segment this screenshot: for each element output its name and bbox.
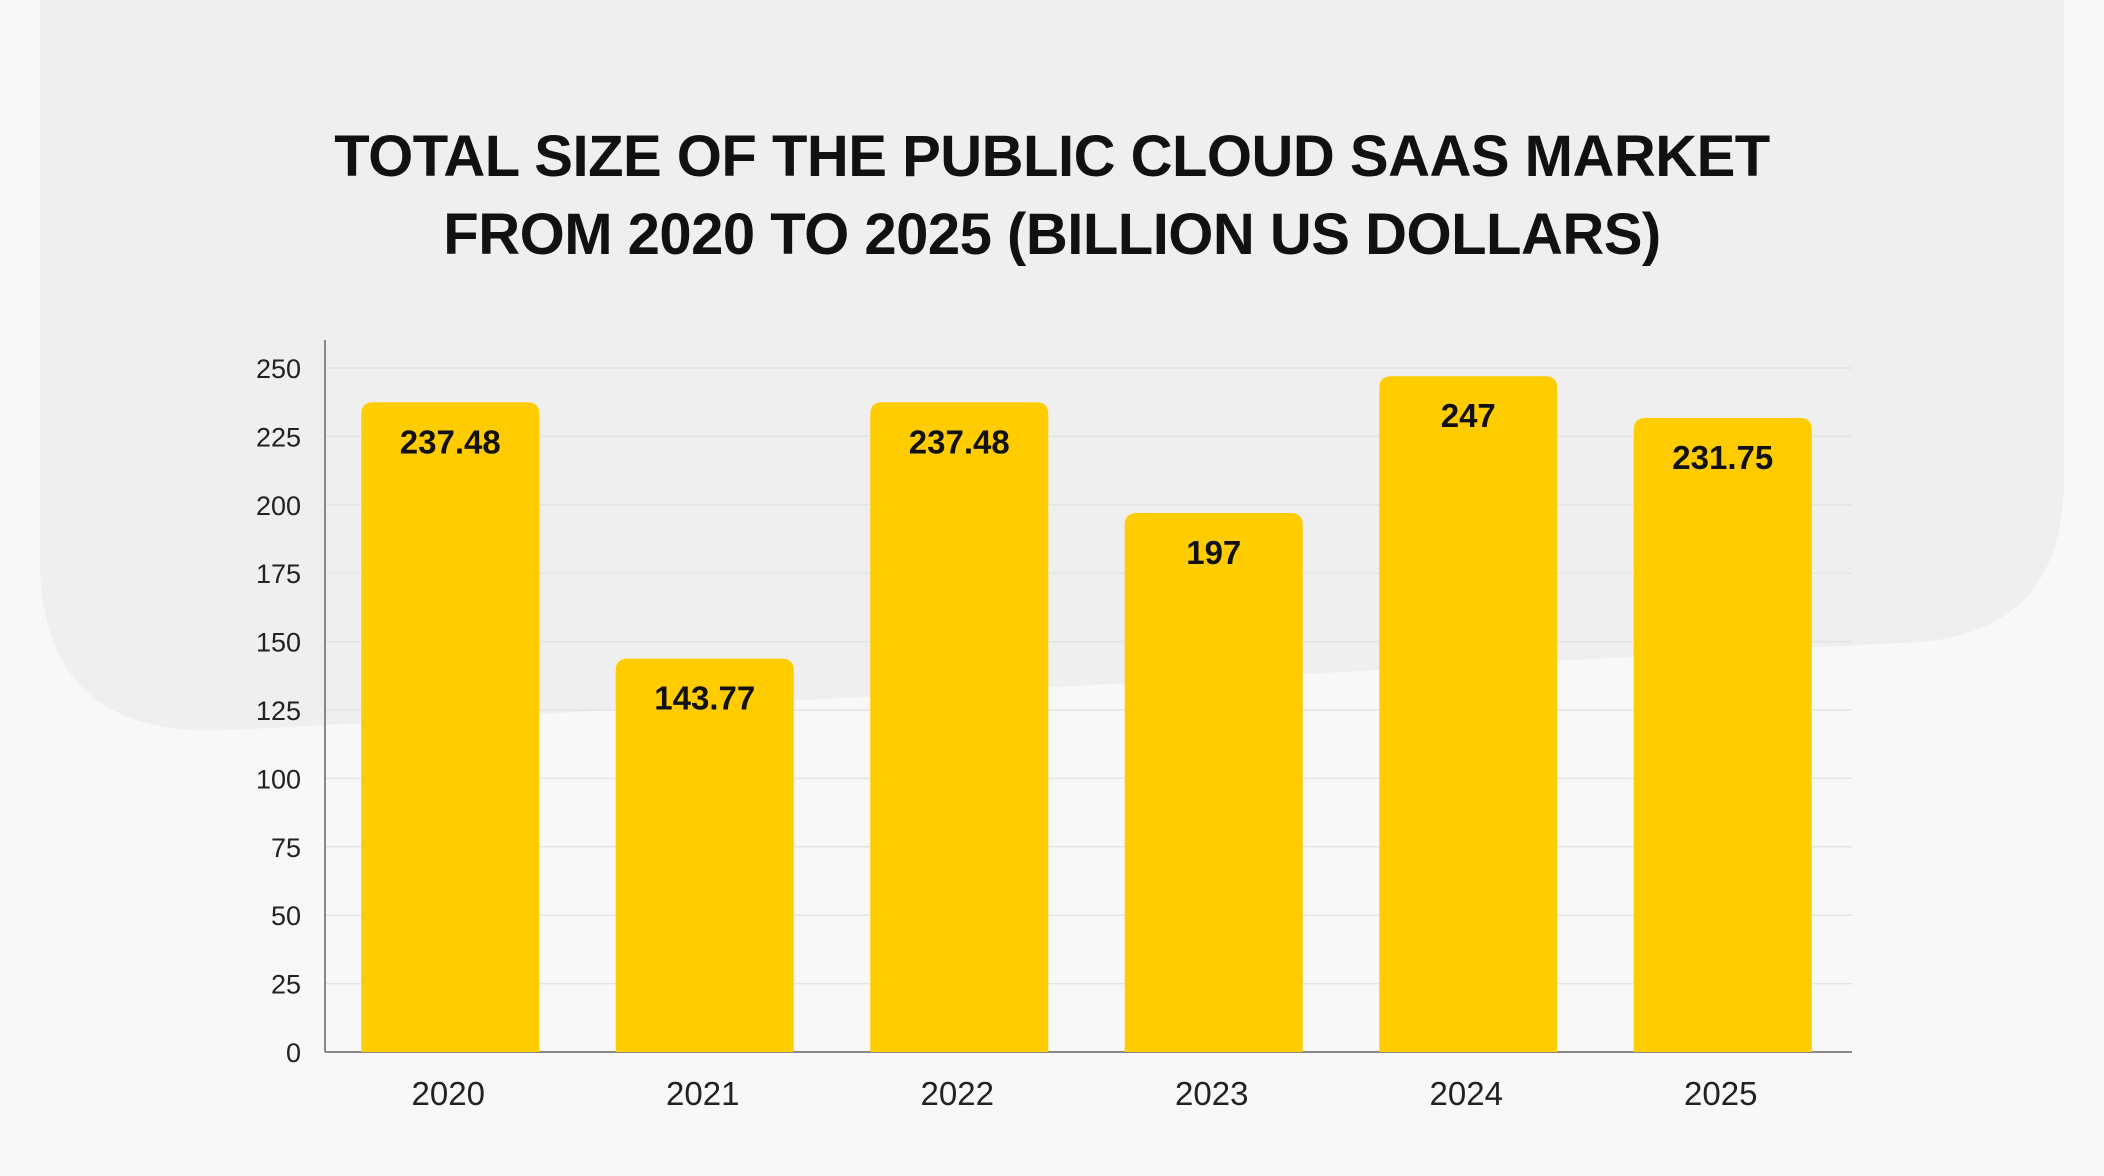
y-tick-label: 125 — [256, 696, 301, 726]
x-tick-label: 2023 — [1175, 1075, 1248, 1112]
bar-2023 — [1124, 513, 1303, 1052]
y-tick-label: 25 — [271, 970, 301, 1000]
y-tick-label: 175 — [256, 559, 301, 589]
bar-value-label: 197 — [1186, 534, 1241, 571]
y-tick-label: 100 — [256, 764, 301, 794]
x-tick-label: 2022 — [921, 1075, 994, 1112]
x-tick-label: 2025 — [1684, 1075, 1757, 1112]
bar-2024 — [1379, 376, 1558, 1052]
chart-title-line-1: TOTAL SIZE OF THE PUBLIC CLOUD SAAS MARK… — [334, 124, 1770, 189]
bar-2022 — [870, 402, 1049, 1052]
y-tick-label: 250 — [256, 354, 301, 384]
bar-value-label: 237.48 — [909, 423, 1010, 460]
y-tick-label: 50 — [271, 901, 301, 931]
bar-2025 — [1633, 417, 1812, 1052]
bar-value-label: 247 — [1441, 397, 1496, 434]
bar-value-label: 231.75 — [1672, 439, 1773, 476]
y-tick-label: 150 — [256, 628, 301, 658]
y-tick-label: 200 — [256, 491, 301, 521]
chart-title: TOTAL SIZE OF THE PUBLIC CLOUD SAAS MARK… — [0, 118, 2104, 274]
y-tick-label: 225 — [256, 422, 301, 452]
bar-value-label: 237.48 — [400, 423, 501, 460]
backdrop-blob — [40, 0, 2064, 731]
y-tick-label: 75 — [271, 833, 301, 863]
bar-2021 — [615, 658, 794, 1052]
x-tick-label: 2020 — [412, 1075, 485, 1112]
bar-value-label: 143.77 — [654, 680, 755, 717]
y-tick-label: 0 — [286, 1038, 301, 1068]
x-tick-label: 2021 — [666, 1075, 739, 1112]
x-tick-label: 2024 — [1430, 1075, 1503, 1112]
bar-2020 — [361, 402, 540, 1052]
chart-title-line-2: FROM 2020 TO 2025 (BILLION US DOLLARS) — [443, 202, 1661, 267]
